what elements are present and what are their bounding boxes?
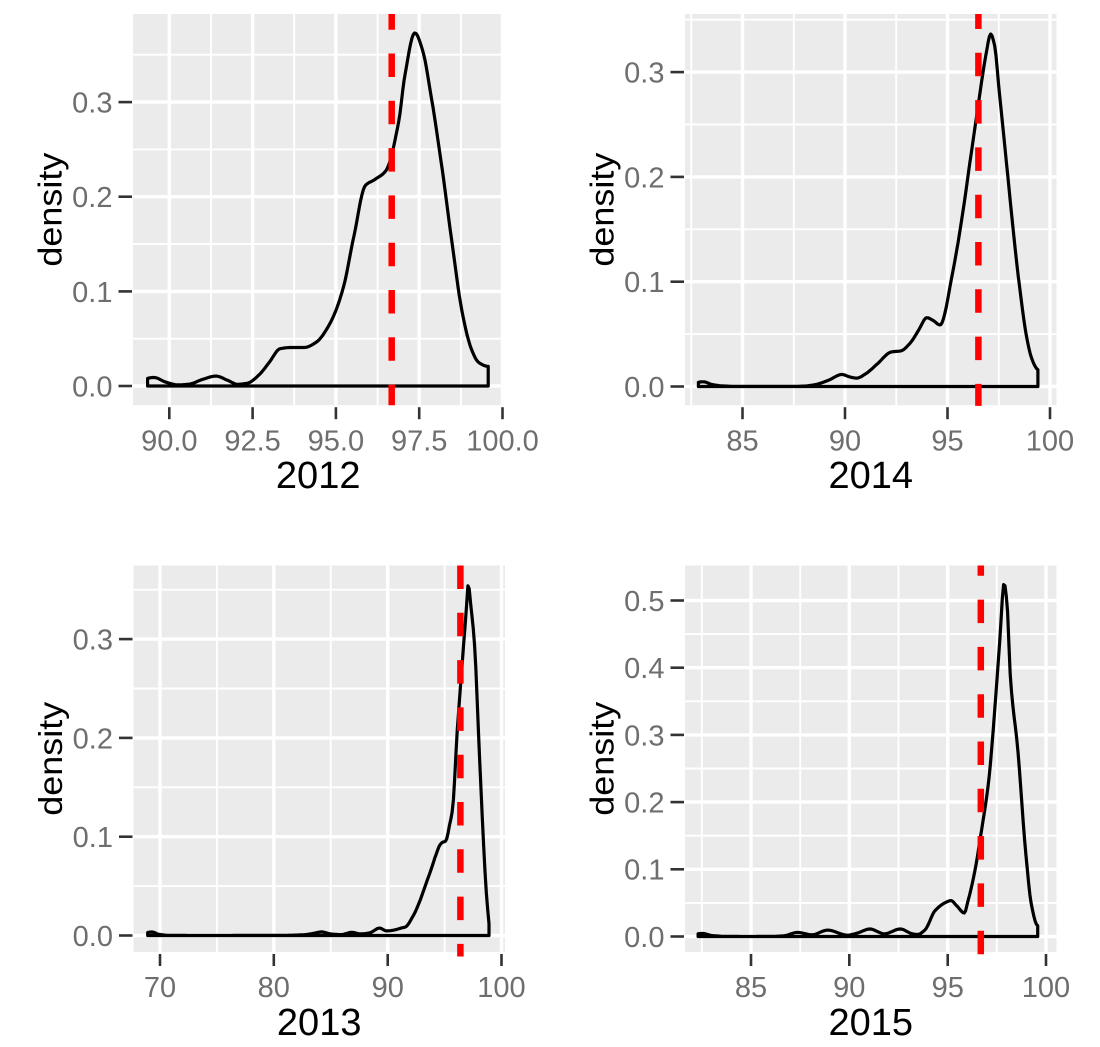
- svg-text:90: 90: [829, 425, 861, 457]
- svg-text:density: density: [584, 701, 621, 816]
- svg-text:0.2: 0.2: [72, 182, 112, 214]
- svg-text:100: 100: [1022, 972, 1070, 1004]
- svg-text:2012: 2012: [276, 455, 361, 497]
- svg-text:0.2: 0.2: [624, 162, 664, 194]
- svg-text:90.0: 90.0: [141, 425, 197, 457]
- svg-text:0.2: 0.2: [624, 788, 664, 820]
- svg-text:85: 85: [726, 425, 758, 457]
- svg-text:density: density: [584, 152, 621, 267]
- svg-text:2015: 2015: [829, 1002, 914, 1044]
- svg-text:0.3: 0.3: [73, 625, 113, 657]
- svg-text:100: 100: [1026, 425, 1074, 457]
- svg-text:85: 85: [735, 972, 767, 1004]
- svg-text:0.0: 0.0: [624, 372, 664, 404]
- svg-text:2013: 2013: [277, 1002, 362, 1044]
- svg-text:90: 90: [833, 972, 865, 1004]
- svg-text:0.3: 0.3: [624, 720, 664, 752]
- svg-text:92.5: 92.5: [224, 425, 280, 457]
- svg-text:0.0: 0.0: [72, 371, 112, 403]
- svg-text:0.4: 0.4: [624, 653, 664, 685]
- svg-text:0.5: 0.5: [624, 586, 664, 618]
- svg-text:70: 70: [144, 972, 176, 1004]
- svg-text:97.5: 97.5: [391, 425, 447, 457]
- svg-text:density: density: [32, 701, 69, 816]
- svg-text:100.0: 100.0: [466, 425, 539, 457]
- svg-text:0.0: 0.0: [624, 922, 664, 954]
- svg-text:2014: 2014: [829, 455, 914, 497]
- svg-text:95.0: 95.0: [308, 425, 364, 457]
- svg-text:80: 80: [258, 972, 290, 1004]
- svg-text:0.1: 0.1: [624, 855, 664, 887]
- svg-text:100: 100: [477, 972, 525, 1004]
- svg-text:95: 95: [932, 972, 964, 1004]
- svg-text:0.3: 0.3: [72, 88, 112, 120]
- svg-text:95: 95: [931, 425, 963, 457]
- svg-text:90: 90: [372, 972, 404, 1004]
- svg-text:0.0: 0.0: [73, 921, 113, 953]
- svg-text:0.1: 0.1: [72, 277, 112, 309]
- svg-text:0.2: 0.2: [73, 723, 113, 755]
- svg-text:0.1: 0.1: [73, 822, 113, 854]
- svg-text:0.1: 0.1: [624, 267, 664, 299]
- svg-text:density: density: [32, 152, 69, 267]
- svg-text:0.3: 0.3: [624, 58, 664, 90]
